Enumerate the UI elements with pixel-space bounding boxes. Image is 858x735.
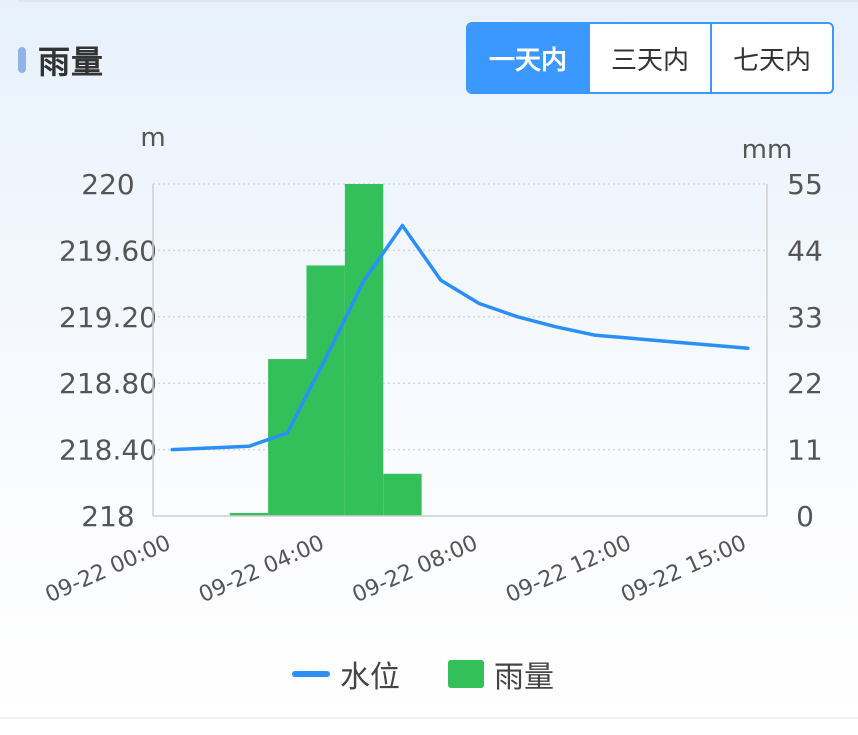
tab-one-day[interactable]: 一天内 — [468, 24, 588, 92]
rainfall-bars — [229, 184, 422, 516]
y-right-tick-label: 11 — [787, 434, 823, 467]
y-right-tick-label: 22 — [787, 367, 823, 400]
y-left-tick-label: 219.60 — [59, 234, 157, 267]
legend-item-water-level[interactable]: 水位 — [292, 652, 400, 696]
tab-three-days[interactable]: 三天内 — [588, 24, 710, 92]
y-left-tick-label: 220 — [81, 168, 134, 201]
y-left-tick-label: 219.20 — [59, 301, 157, 334]
x-tick-label: 09-22 08:00 — [349, 531, 482, 608]
water-level-line — [170, 223, 750, 452]
widget-title: 雨量 — [38, 43, 105, 81]
legend-label-rainfall: 雨量 — [494, 660, 554, 695]
time-range-tabs: 一天内 三天内 七天内 — [466, 22, 834, 94]
y-right-tick-label: 0 — [796, 500, 814, 533]
rainfall-bar — [306, 265, 345, 516]
x-tick-label: 09-22 12:00 — [502, 531, 635, 608]
x-tick-label: 09-22 00:00 — [42, 531, 175, 608]
axes: 218 0 218.40 11 218.80 22 219.20 33 219.60 44 220 5… — [42, 168, 823, 608]
y-left-tick-label: 218 — [81, 500, 134, 533]
legend-label-water-level: 水位 — [340, 660, 400, 695]
rainfall-bar — [383, 473, 422, 516]
grid-lines — [153, 183, 767, 451]
water-level-polyline — [170, 223, 750, 452]
bar-swatch-icon — [448, 660, 484, 688]
y-right-tick-label: 33 — [787, 301, 823, 334]
title-accent-bar — [18, 47, 26, 73]
top-divider — [18, 0, 858, 2]
left-axis-unit: m — [140, 123, 165, 153]
legend-item-rainfall[interactable]: 雨量 — [448, 652, 554, 696]
right-axis-unit: mm — [742, 135, 793, 165]
y-right-tick-label: 55 — [787, 168, 823, 201]
x-tick-label: 09-22 15:00 — [617, 531, 750, 608]
widget-header: 雨量 — [18, 40, 105, 81]
rainfall-bar — [229, 512, 269, 516]
rainfall-water-level-chart: 218 0 218.40 11 218.80 22 219.20 33 219.60 44 220 5… — [42, 123, 823, 608]
line-swatch-icon — [292, 671, 330, 677]
chart-legend: 水位 雨量 — [292, 652, 602, 696]
tab-seven-days[interactable]: 七天内 — [710, 24, 832, 92]
y-right-tick-label: 44 — [787, 234, 823, 267]
x-tick-label: 09-22 04:00 — [195, 531, 328, 608]
y-left-tick-label: 218.40 — [59, 434, 157, 467]
y-left-tick-label: 218.80 — [59, 367, 157, 400]
rainfall-bar — [344, 184, 384, 516]
bottom-divider — [0, 717, 858, 719]
